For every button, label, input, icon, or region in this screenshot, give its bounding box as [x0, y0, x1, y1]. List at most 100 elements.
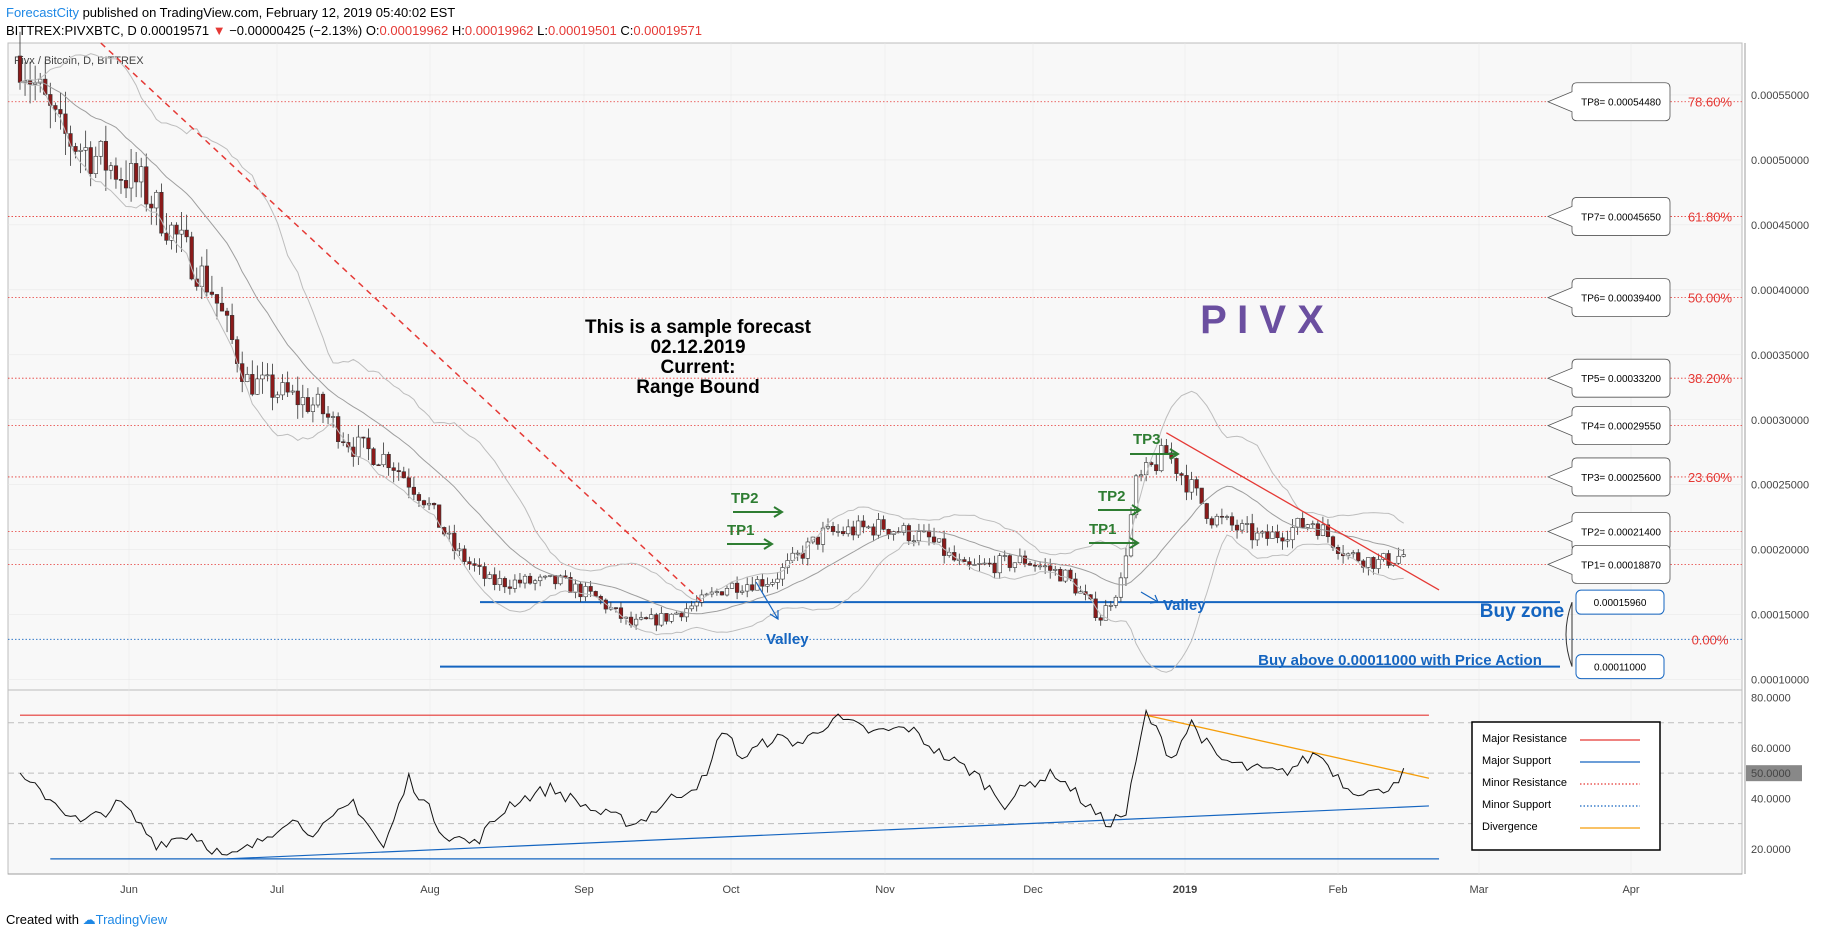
support-callout-box — [1575, 654, 1665, 680]
candle-body — [1260, 531, 1265, 534]
candle-body — [694, 601, 699, 607]
tp-marker-label: TP1 — [727, 522, 755, 539]
support-callout: 0.00011000 — [1575, 654, 1665, 680]
bollinger-lower — [19, 81, 1404, 673]
descending-resistance-line — [1166, 432, 1440, 591]
tp-callout: TP1= 0.00018870 — [1546, 544, 1671, 584]
legend-box — [1471, 721, 1661, 851]
candle-body — [1078, 591, 1083, 594]
candle-body — [724, 588, 730, 596]
candle-body — [482, 566, 487, 579]
candle-body — [1310, 523, 1315, 526]
divergence-line — [1146, 714, 1430, 779]
current-value-box — [1746, 765, 1802, 782]
candle-body — [548, 575, 553, 577]
valley-label: Valley — [1163, 597, 1206, 614]
candle-body — [977, 563, 982, 565]
candle-body — [98, 141, 103, 157]
candle-body — [38, 78, 43, 84]
candle-body — [1159, 445, 1164, 472]
candle-body — [992, 562, 997, 574]
candle-body — [366, 437, 371, 450]
candle-body — [886, 529, 891, 535]
candle-body — [1214, 515, 1219, 526]
tp-marker-arrow-icon — [733, 506, 784, 518]
legend: Major Resistance Major Support Minor Resis… — [1471, 721, 1661, 851]
tp-callout-text: TP3= 0.00025600 — [1581, 473, 1661, 484]
candle-body — [760, 579, 765, 587]
candle-body — [745, 584, 750, 592]
time-tick-label: Jul — [270, 884, 284, 896]
candle-body — [411, 486, 417, 495]
candle-body — [1194, 479, 1199, 489]
candle-body — [315, 393, 321, 406]
candle-body — [851, 526, 856, 536]
candle-body — [654, 614, 659, 626]
candle-body — [1133, 475, 1139, 516]
candle-body — [1048, 565, 1053, 571]
candle-body — [866, 526, 871, 529]
support-callout-text: 0.00015960 — [1594, 598, 1647, 609]
candle-body — [1012, 562, 1017, 568]
support-callout: 0.00015960 — [1575, 589, 1665, 615]
candle-body — [472, 563, 477, 566]
candle-body — [512, 579, 517, 589]
tradingview-link[interactable]: TradingView — [95, 912, 168, 927]
candle-body — [437, 504, 442, 528]
time-tick-label: Oct — [722, 884, 739, 896]
candle-body — [1022, 555, 1028, 564]
candle-body — [835, 531, 841, 533]
candle-body — [305, 397, 310, 412]
tp-marker-label: TP3 — [1133, 431, 1161, 448]
candle-body — [841, 531, 846, 535]
valley-arrow-icon — [755, 581, 779, 621]
candle-body — [1396, 555, 1401, 564]
candle-body — [88, 147, 93, 175]
candle-body — [942, 538, 947, 556]
candle-body — [497, 578, 502, 585]
candle-body — [431, 502, 437, 506]
candle-body — [1224, 516, 1230, 518]
candle-body — [982, 562, 987, 565]
valley-arrow-icon — [1140, 591, 1159, 604]
tp-callout-box — [1546, 358, 1671, 398]
candle-body — [669, 613, 674, 622]
candle-body — [17, 55, 23, 83]
candle-body — [113, 165, 119, 180]
price-change: −0.00000425 (−2.13%) — [229, 23, 363, 38]
candle-body — [522, 575, 528, 584]
candle-body — [58, 109, 63, 115]
candle-body — [492, 574, 497, 585]
candle-body — [719, 591, 725, 596]
candle-body — [300, 397, 305, 406]
candle-body — [401, 471, 406, 479]
buy-zone-label: Buy zone — [1480, 601, 1564, 622]
author-link[interactable]: ForecastCity — [6, 5, 79, 20]
candle-body — [972, 564, 977, 566]
forecast-note-line: 02.12.2019 — [650, 337, 745, 358]
candle-body — [129, 163, 134, 189]
candle-body — [1179, 473, 1184, 476]
candle-body — [230, 315, 235, 340]
candle-body — [1346, 553, 1351, 557]
candle-body — [1038, 565, 1043, 568]
legend-item-label: Major Resistance — [1482, 733, 1567, 745]
fib-level-label: 38.20% — [1688, 371, 1733, 386]
oscillator-tick-label: 40.0000 — [1751, 793, 1791, 805]
tp-callout-text: TP6= 0.00039400 — [1581, 294, 1661, 305]
candle-body — [1265, 531, 1270, 539]
candle-body — [820, 527, 826, 545]
candle-body — [1174, 458, 1179, 474]
candle-body — [593, 591, 598, 597]
price-tick-label: 0.00040000 — [1751, 285, 1809, 297]
candle-body — [1118, 577, 1123, 598]
candle-body — [330, 416, 336, 418]
candle-body — [118, 179, 124, 181]
time-tick-label: Nov — [875, 884, 895, 896]
candle-body — [795, 552, 800, 555]
tradingview-logo[interactable]: ☁TradingView — [83, 912, 168, 927]
footer: Created with ☁TradingView — [6, 912, 167, 928]
candle-body — [199, 265, 204, 287]
tp-callout: TP4= 0.00029550 — [1546, 406, 1671, 446]
